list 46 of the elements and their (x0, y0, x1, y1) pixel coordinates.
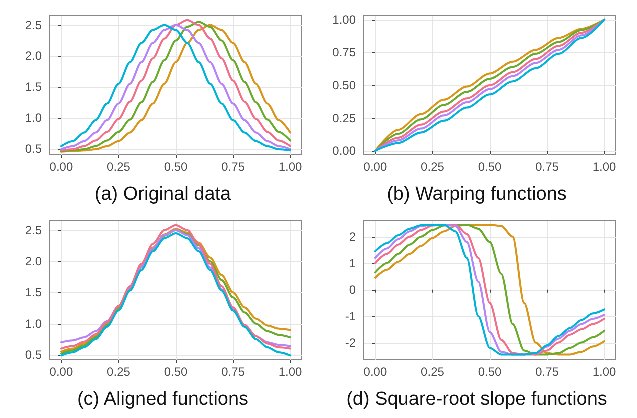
y-tick-label: 2.0 (25, 254, 42, 269)
x-tick-label: 0.50 (164, 365, 188, 379)
y-tick-label: 0 (349, 282, 356, 297)
x-tick-label: 0.75 (222, 160, 246, 174)
x-tick-label: 0.25 (421, 160, 445, 174)
y-tick-label: 2.5 (25, 18, 42, 32)
x-tick-label: 0.25 (107, 365, 131, 379)
y-tick-label: 0.5 (25, 142, 42, 156)
y-tick-label: 1.5 (25, 286, 42, 300)
y-tick-label: -1 (345, 309, 356, 324)
y-tick-label: 0.5 (25, 348, 42, 362)
y-tick-label: 1 (349, 256, 356, 270)
x-tick-label: 0.25 (421, 365, 445, 379)
x-tick-label: 0.50 (164, 160, 188, 174)
x-tick-label: 0.50 (478, 160, 502, 174)
x-tick-label: 1.00 (592, 160, 617, 174)
x-tick-label: 0.25 (107, 160, 131, 174)
x-tick-label: 1.00 (592, 365, 617, 379)
text: (b) Warping functions (387, 184, 567, 205)
x-tick-label: 0.75 (536, 365, 560, 379)
y-tick-label: 2 (349, 230, 356, 244)
y-tick-label: 2.0 (25, 49, 42, 64)
y-tick-label: 1.0 (25, 110, 42, 125)
x-tick-label: 0.00 (364, 365, 388, 379)
y-tick-label: 0.75 (332, 46, 356, 60)
y-tick-label: 0.00 (332, 144, 356, 158)
text: (c) Aligned functions (77, 389, 249, 410)
text: (d) Square-root slope functions (346, 389, 608, 410)
x-tick-label: 0.00 (50, 365, 74, 379)
x-tick-label: 1.00 (278, 365, 303, 379)
x-tick-label: 0.00 (364, 160, 388, 174)
y-tick-label: 1.00 (332, 12, 356, 27)
y-tick-label: -2 (345, 336, 356, 350)
x-tick-label: 0.75 (222, 365, 246, 379)
x-tick-label: 0.00 (50, 160, 74, 174)
y-tick-label: 0.25 (332, 111, 356, 126)
y-tick-label: 0.50 (332, 78, 356, 92)
y-tick-label: 2.5 (25, 223, 42, 238)
x-tick-label: 0.50 (478, 365, 502, 379)
x-tick-label: 0.75 (536, 160, 560, 174)
text: (a) Original data (94, 184, 232, 205)
line-series (374, 224, 606, 356)
y-tick-label: 1.5 (25, 80, 42, 94)
y-tick-label: 1.0 (25, 316, 42, 331)
line-series (374, 18, 606, 152)
x-tick-label: 1.00 (278, 160, 303, 174)
